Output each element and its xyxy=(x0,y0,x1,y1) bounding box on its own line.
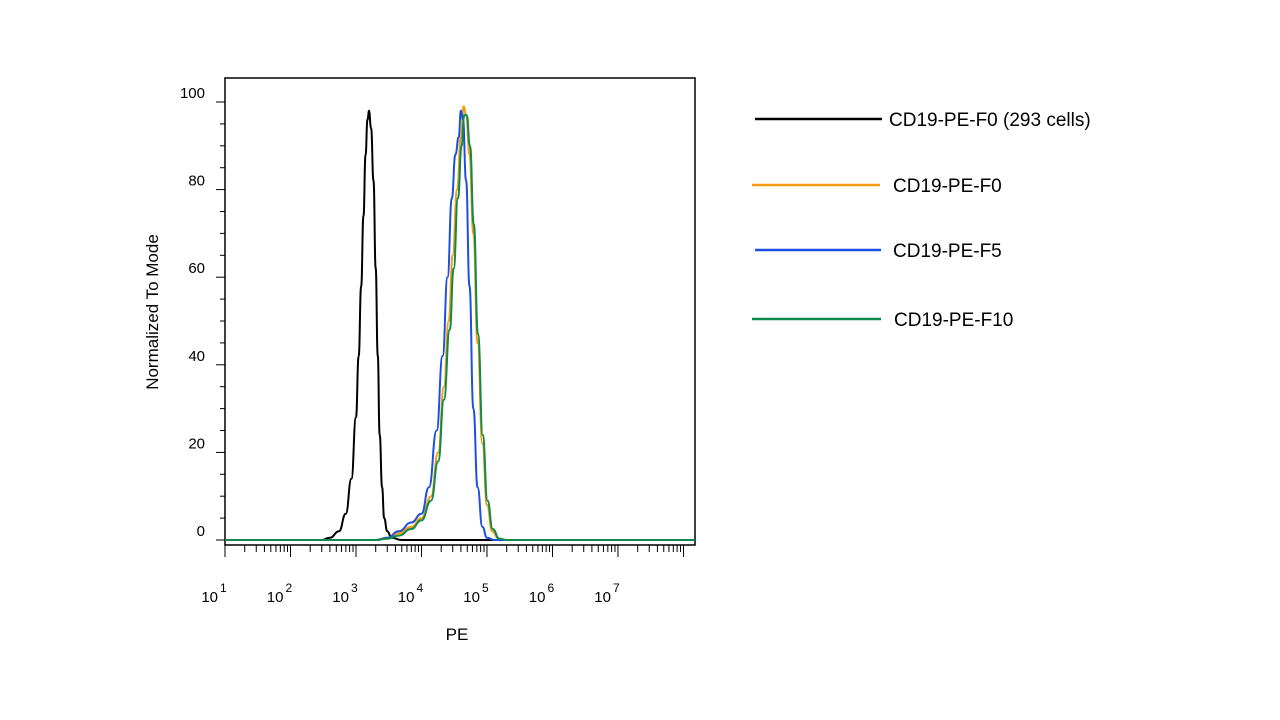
x-tick-label: 102 xyxy=(267,581,293,606)
legend-label-0: CD19-PE-F0 (293 cells) xyxy=(889,110,1091,131)
series-curves xyxy=(225,105,695,542)
legend-label-2: CD19-PE-F5 xyxy=(893,241,1002,262)
y-tick-label: 40 xyxy=(188,348,205,365)
series-line-2 xyxy=(225,109,695,542)
legend: CD19-PE-F0 (293 cells) CD19-PE-F0 CD19-PE-… xyxy=(752,110,1091,331)
series-line-3 xyxy=(225,114,695,542)
y-tick-label: 60 xyxy=(188,260,205,277)
y-tick-label: 80 xyxy=(188,173,205,190)
x-tick-label: 107 xyxy=(594,581,620,606)
x-tick-label: 105 xyxy=(463,581,489,606)
series-line-0 xyxy=(225,109,695,542)
y-tick-label: 100 xyxy=(180,85,205,102)
x-axis: 101 102 103 104 105 106 107 xyxy=(201,545,684,606)
y-axis-title: Normalized To Mode xyxy=(143,234,162,390)
y-tick-label: 20 xyxy=(188,435,205,452)
x-tick-label: 104 xyxy=(398,581,424,606)
x-axis-title: PE xyxy=(446,625,469,644)
plot-frame xyxy=(224,77,696,546)
x-tick-label: 101 xyxy=(201,581,227,606)
legend-label-3: CD19-PE-F10 xyxy=(894,310,1013,331)
y-axis: 0 20 40 60 80 100 xyxy=(180,85,225,541)
x-tick-label: 106 xyxy=(529,581,555,606)
y-tick-label: 0 xyxy=(197,523,205,540)
x-tick-label: 103 xyxy=(332,581,358,606)
legend-label-1: CD19-PE-F0 xyxy=(893,176,1002,197)
